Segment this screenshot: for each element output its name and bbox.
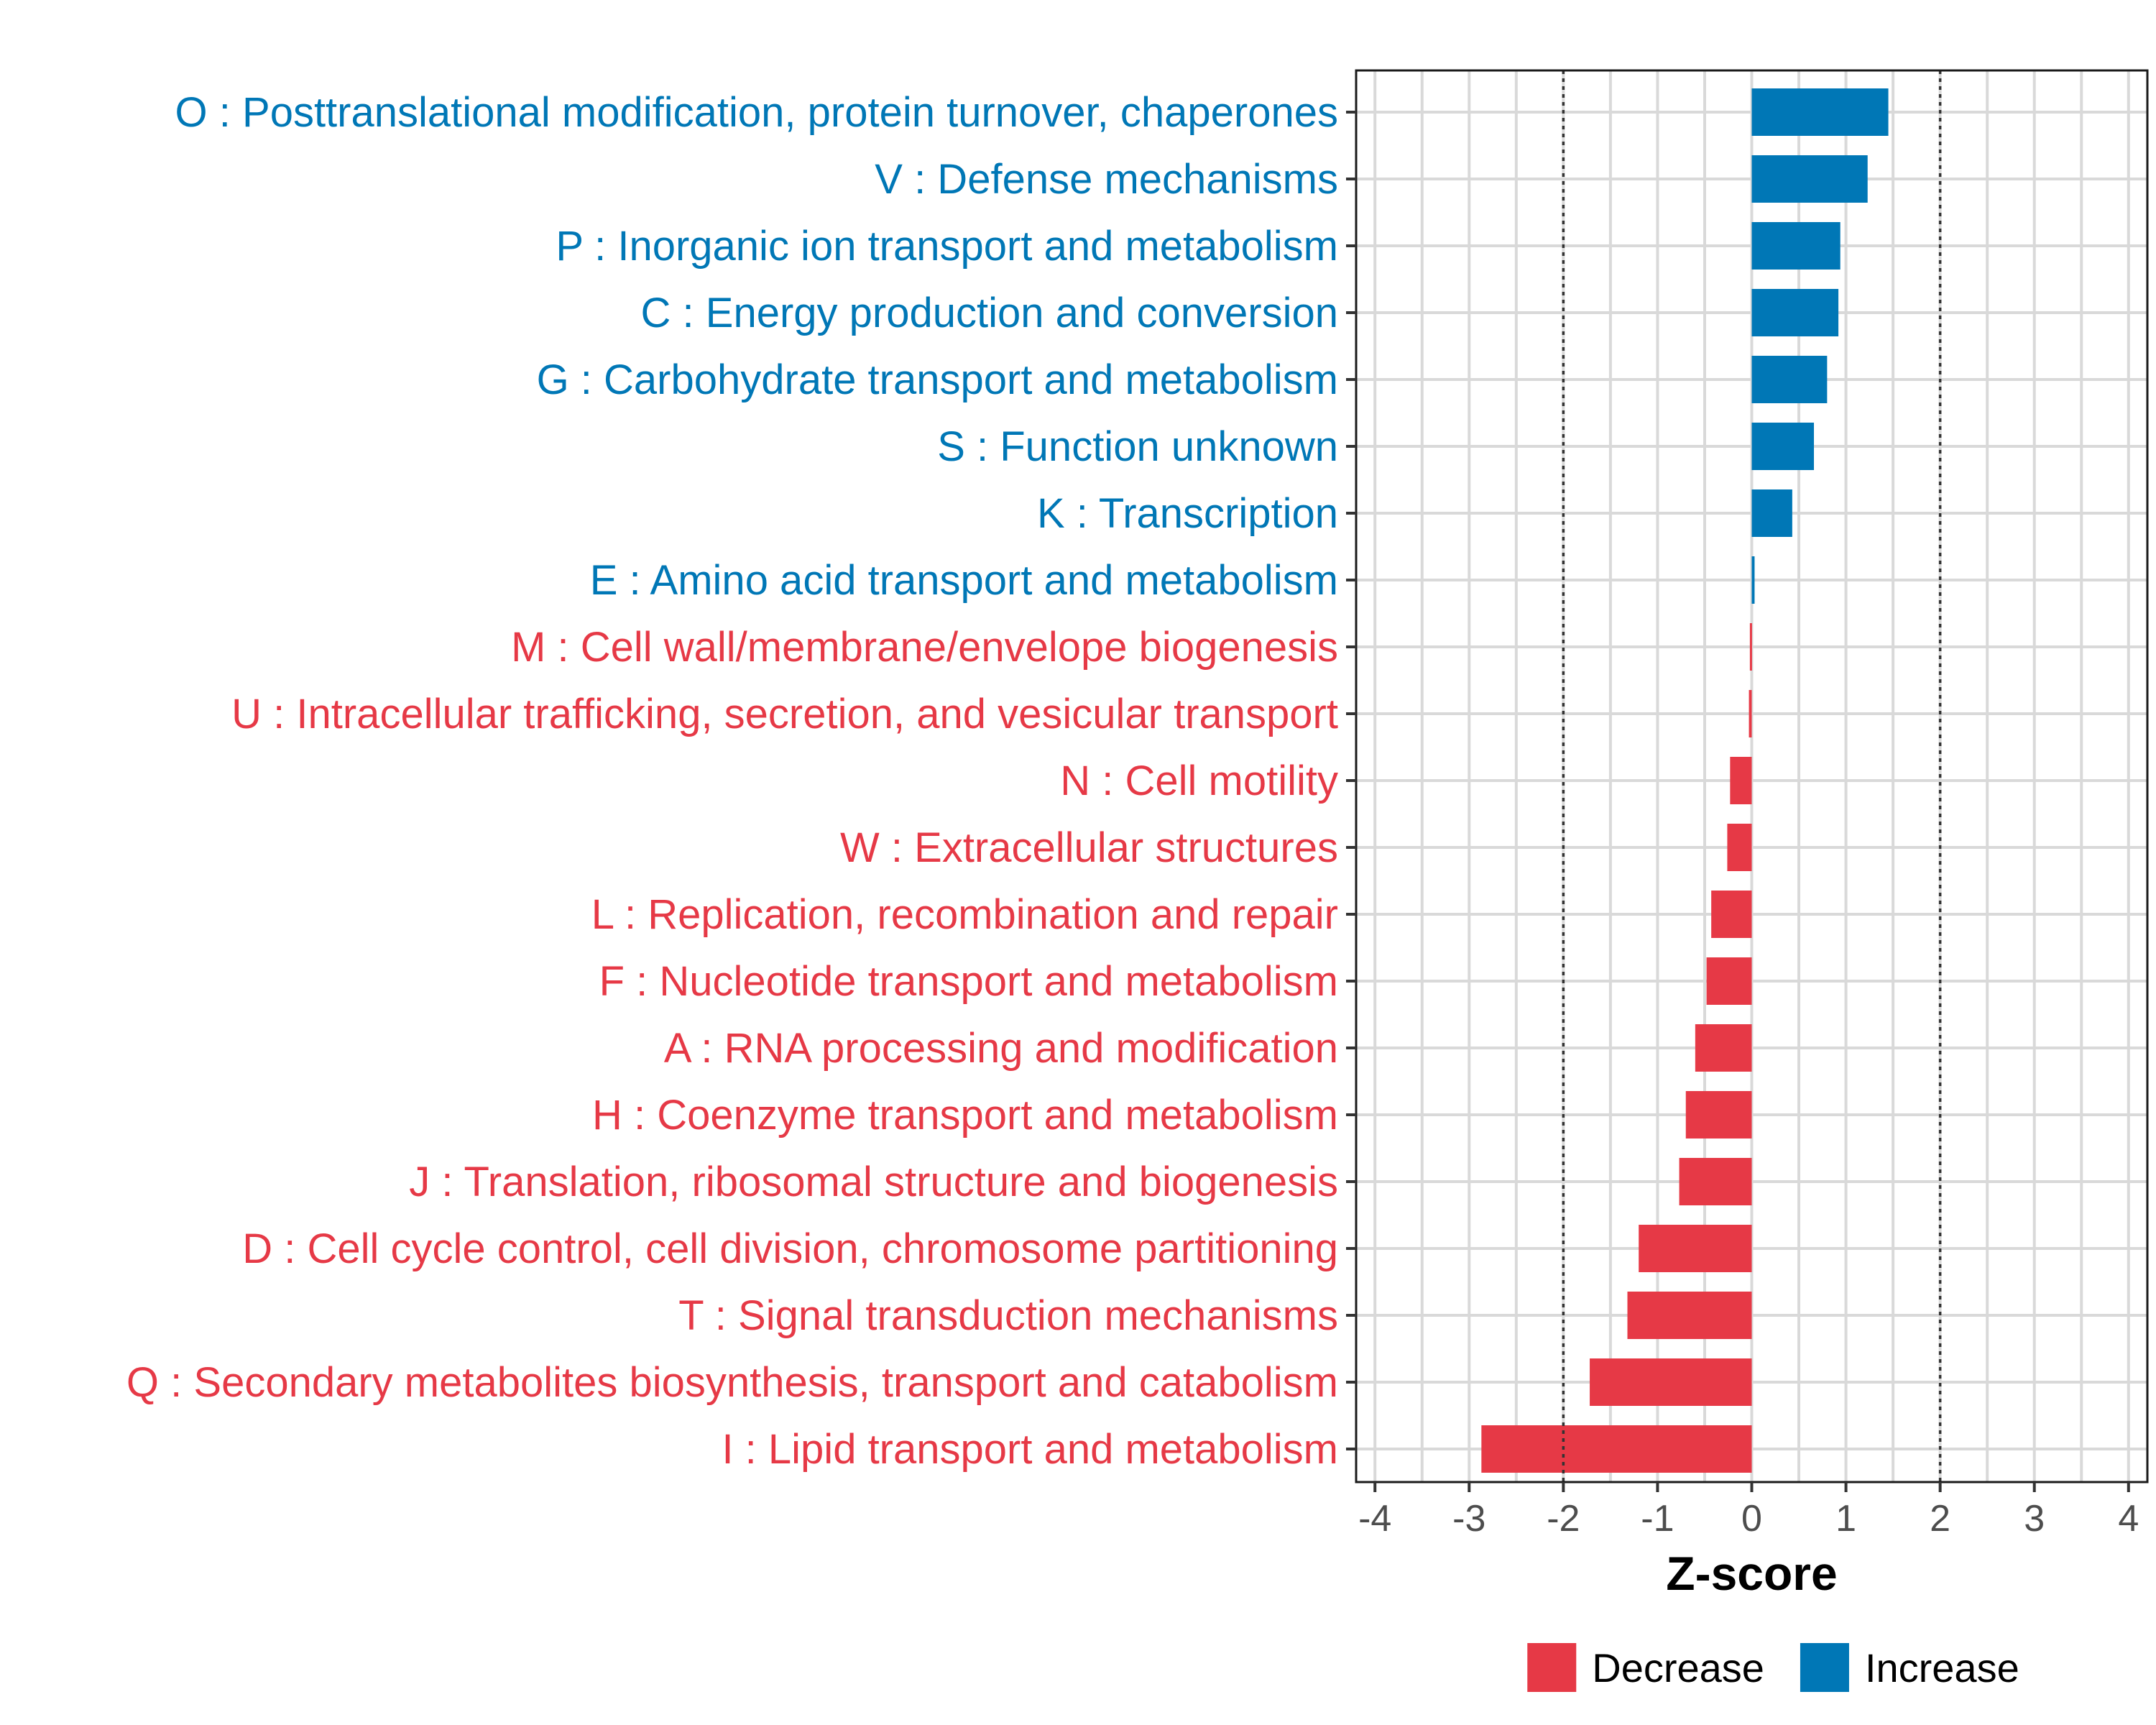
y-tick-label: I : Lipid transport and metabolism [722,1426,1338,1473]
bar [1751,489,1792,537]
bar [1751,356,1828,403]
bar [1730,757,1752,804]
legend-item: Increase [1800,1643,2019,1692]
bar [1751,423,1815,470]
y-tick-label: V : Defense mechanisms [875,156,1338,203]
bar [1639,1225,1752,1272]
bar [1751,556,1755,604]
y-tick-label: L : Replication, recombination and repai… [591,891,1338,938]
legend-key [1527,1643,1577,1692]
y-tick-label: W : Extracellular structures [840,824,1338,871]
x-tick-label: 0 [1741,1498,1762,1540]
y-tick-label: P : Inorganic ion transport and metaboli… [556,223,1338,270]
y-tick-label: S : Function unknown [937,423,1338,470]
bar [1751,88,1889,136]
bar [1727,824,1752,871]
x-tick-label: 2 [1930,1498,1950,1540]
bar [1751,289,1839,336]
bar [1751,155,1868,203]
bar [1749,623,1752,671]
bar [1590,1358,1752,1406]
x-tick-label: -3 [1452,1498,1485,1540]
x-tick-label: 3 [2024,1498,2045,1540]
y-tick-label: U : Intracellular trafficking, secretion… [231,691,1338,737]
bar [1695,1024,1752,1072]
bar [1706,957,1752,1005]
y-tick-label: F : Nucleotide transport and metabolism [599,958,1338,1005]
x-axis-title: Z-score [1666,1547,1837,1600]
y-tick-label: Q : Secondary metabolites biosynthesis, … [126,1359,1338,1406]
y-tick-label: D : Cell cycle control, cell division, c… [242,1225,1338,1272]
legend: Decrease Increase [1527,1643,2019,1692]
x-tick-label: -1 [1641,1498,1674,1540]
y-tick-label: J : Translation, ribosomal structure and… [409,1159,1338,1205]
bar [1711,891,1752,938]
y-tick-label: T : Signal transduction mechanisms [678,1292,1338,1339]
bar [1627,1292,1752,1339]
y-tick-label: N : Cell motility [1060,758,1338,804]
y-tick-label: M : Cell wall/membrane/envelope biogenes… [511,624,1338,671]
y-tick-label: A : RNA processing and modification [664,1025,1338,1072]
y-tick-label: H : Coenzyme transport and metabolism [592,1092,1338,1138]
y-tick-label: E : Amino acid transport and metabolism [590,557,1338,604]
legend-item: Decrease [1527,1643,1764,1692]
x-tick-label: -2 [1547,1498,1580,1540]
plot-bars [1481,88,1889,1473]
x-tick-label: 4 [2118,1498,2139,1540]
legend-label: Decrease [1592,1645,1764,1690]
y-tick-label: C : Energy production and conversion [641,290,1338,336]
y-axis: O : Posttranslational modification, prot… [126,89,1356,1473]
bar [1481,1425,1752,1473]
bar [1751,222,1841,270]
y-tick-label: K : Transcription [1037,490,1338,537]
x-axis: -4 -3 -2 -1 0 1 2 3 4 [1358,1482,2139,1540]
legend-label: Increase [1865,1645,2019,1690]
legend-key [1800,1643,1849,1692]
x-tick-label: 1 [1835,1498,1856,1540]
reference-lines [1562,70,1942,1482]
y-tick-label: O : Posttranslational modification, prot… [175,89,1338,136]
bar [1749,690,1752,737]
x-tick-label: -4 [1358,1498,1391,1540]
bar [1679,1158,1752,1205]
y-tick-label: G : Carbohydrate transport and metabolis… [537,356,1338,403]
bar [1685,1091,1752,1138]
